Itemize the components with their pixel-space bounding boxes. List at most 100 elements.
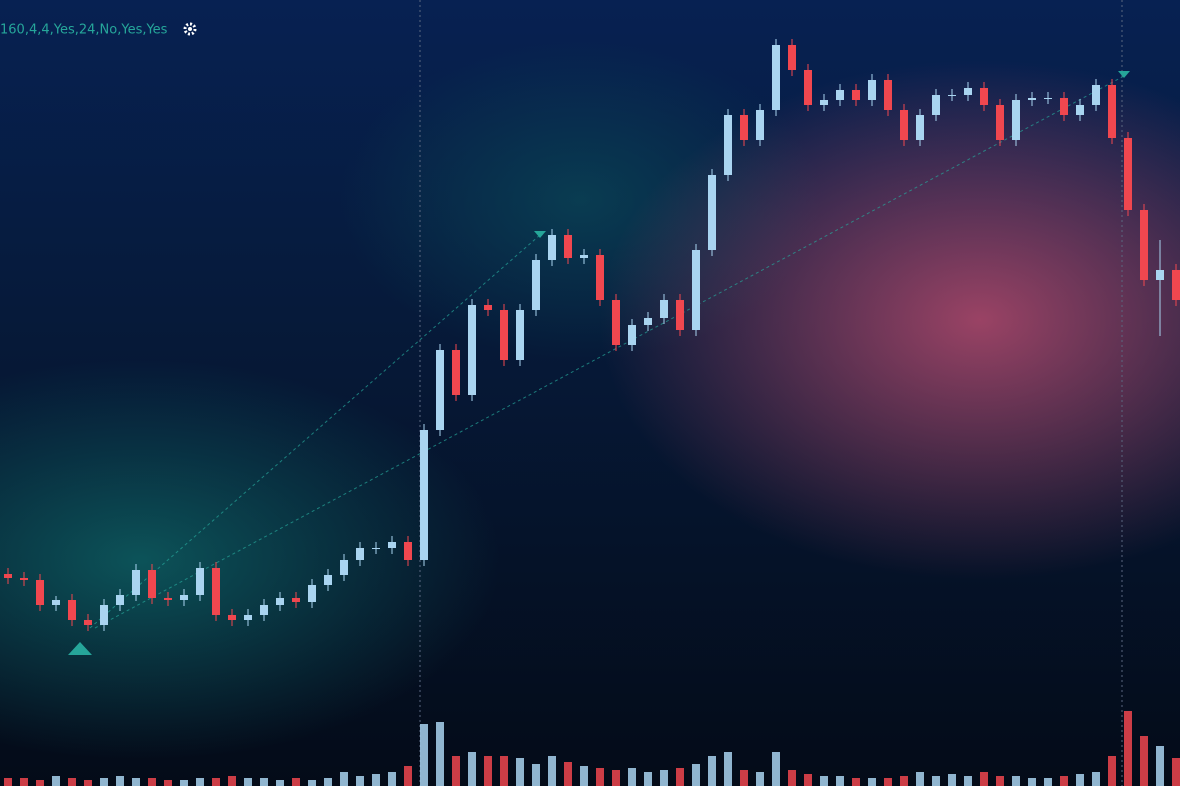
volume-bar bbox=[260, 778, 268, 786]
volume-bar bbox=[228, 776, 236, 786]
glow bbox=[600, 60, 1180, 580]
volume-bar bbox=[740, 770, 748, 786]
volume-bar bbox=[436, 722, 444, 786]
volume-bar bbox=[516, 758, 524, 786]
candle-body bbox=[196, 568, 204, 595]
candle-body bbox=[884, 80, 892, 110]
volume-bar bbox=[276, 780, 284, 786]
volume-bar bbox=[916, 772, 924, 786]
volume-bar bbox=[676, 768, 684, 786]
volume-bar bbox=[324, 778, 332, 786]
candle-body bbox=[836, 90, 844, 100]
volume-bar bbox=[1012, 776, 1020, 786]
volume-bar bbox=[644, 772, 652, 786]
candle-body bbox=[36, 580, 44, 605]
candle-body bbox=[1012, 100, 1020, 140]
candle-body bbox=[900, 110, 908, 140]
candle-body bbox=[260, 605, 268, 615]
sell-signal bbox=[1118, 71, 1130, 78]
volume-bar bbox=[468, 752, 476, 786]
volume-bar bbox=[692, 764, 700, 786]
volume-bar bbox=[292, 778, 300, 786]
candle-body bbox=[436, 350, 444, 430]
volume-bar bbox=[404, 766, 412, 786]
candle-body bbox=[84, 620, 92, 625]
volume-bar bbox=[820, 776, 828, 786]
candle-body bbox=[100, 605, 108, 625]
candle-body bbox=[692, 250, 700, 330]
candle-body bbox=[1060, 98, 1068, 115]
candle-body bbox=[1092, 85, 1100, 105]
candle-body bbox=[1156, 270, 1164, 280]
candle-body bbox=[52, 600, 60, 605]
glow bbox=[0, 360, 500, 760]
candle-body bbox=[532, 260, 540, 310]
candle-body bbox=[772, 45, 780, 110]
candle-body bbox=[804, 70, 812, 105]
volume-bar bbox=[1028, 778, 1036, 786]
volume-bar bbox=[20, 778, 28, 786]
indicator-label: 160,4,4,Yes,24,No,Yes,Yes bbox=[0, 23, 168, 38]
candle-body bbox=[1124, 138, 1132, 210]
candle-body bbox=[564, 235, 572, 258]
candle-body bbox=[820, 100, 828, 105]
volume-bar bbox=[564, 762, 572, 786]
volume-bar bbox=[132, 778, 140, 786]
candle-body bbox=[756, 110, 764, 140]
volume-bar bbox=[180, 780, 188, 786]
candle-body bbox=[452, 350, 460, 395]
volume-bar bbox=[1044, 778, 1052, 786]
volume-bar bbox=[708, 756, 716, 786]
candle-body bbox=[324, 575, 332, 585]
buy-signal bbox=[68, 642, 92, 655]
candle-body bbox=[644, 318, 652, 325]
candle-body bbox=[20, 578, 28, 580]
candle-body bbox=[180, 595, 188, 600]
candle-body bbox=[164, 598, 172, 600]
candle-body bbox=[420, 430, 428, 560]
trend-line bbox=[94, 75, 1125, 629]
candle-body bbox=[1140, 210, 1148, 280]
candle-body bbox=[1172, 270, 1180, 300]
volume-bar bbox=[164, 780, 172, 786]
candle-body bbox=[212, 568, 220, 615]
candle-body bbox=[148, 570, 156, 598]
candle-body bbox=[116, 595, 124, 605]
volume-bar bbox=[420, 724, 428, 786]
volume-bar bbox=[724, 752, 732, 786]
candle-body bbox=[708, 175, 716, 250]
volume-bar bbox=[372, 774, 380, 786]
volume-bar bbox=[452, 756, 460, 786]
volume-bar bbox=[196, 778, 204, 786]
volume-bar bbox=[996, 776, 1004, 786]
volume-bar bbox=[1092, 772, 1100, 786]
volume-bar bbox=[116, 776, 124, 786]
volume-bar bbox=[756, 772, 764, 786]
candle-body bbox=[340, 560, 348, 575]
candle-body bbox=[68, 600, 76, 620]
candle-body bbox=[788, 45, 796, 70]
candle-body bbox=[388, 542, 396, 548]
candle-body bbox=[4, 574, 12, 578]
settings-icon[interactable] bbox=[183, 22, 197, 36]
candle-body bbox=[724, 115, 732, 175]
volume-bar bbox=[884, 778, 892, 786]
volume-bar bbox=[148, 778, 156, 786]
volume-bar bbox=[52, 776, 60, 786]
volume-bar bbox=[660, 770, 668, 786]
volume-bar bbox=[388, 772, 396, 786]
candle-body bbox=[580, 255, 588, 258]
volume-bar bbox=[1108, 756, 1116, 786]
volume-bar bbox=[596, 768, 604, 786]
volume-bar bbox=[532, 764, 540, 786]
volume-bar bbox=[836, 776, 844, 786]
candle-body bbox=[932, 95, 940, 115]
volume-bar bbox=[100, 778, 108, 786]
candle-body bbox=[980, 88, 988, 105]
volume-bar bbox=[1172, 758, 1180, 786]
candle-body bbox=[628, 325, 636, 345]
candle-body bbox=[868, 80, 876, 100]
candle-body bbox=[276, 598, 284, 605]
candle-body bbox=[1044, 98, 1052, 99]
candle-body bbox=[964, 88, 972, 95]
